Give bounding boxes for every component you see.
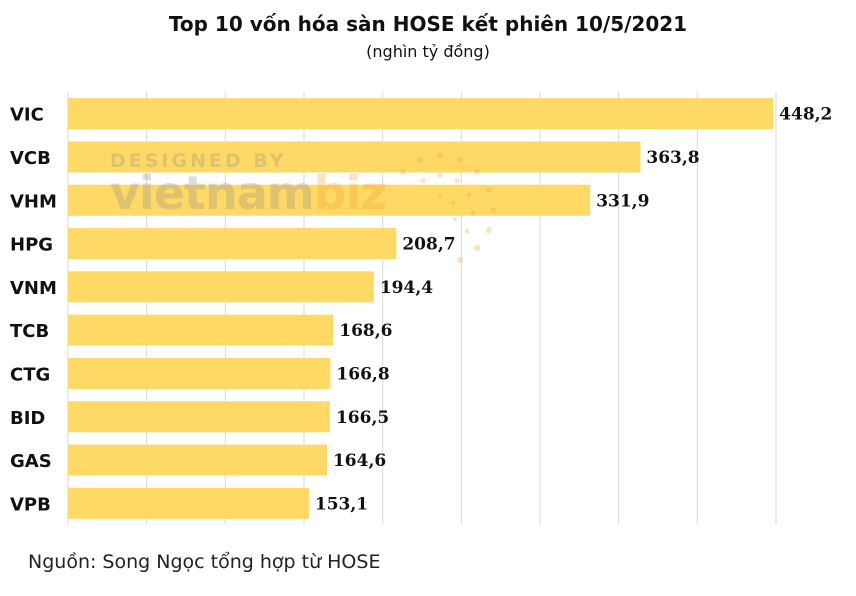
bar-hpg (68, 228, 397, 260)
source-note: Nguồn: Song Ngọc tổng hợp từ HOSE (28, 551, 381, 573)
category-label-vnm: VNM (10, 278, 57, 299)
value-label-vic: 448,2 (779, 105, 832, 125)
category-label-bid: BID (10, 408, 45, 429)
bar-vnm (68, 271, 374, 303)
bar-vic (68, 98, 774, 130)
bar-bid (68, 401, 330, 433)
value-label-gas: 164,6 (333, 451, 386, 471)
value-label-vcb: 363,8 (646, 148, 699, 168)
category-label-vcb: VCB (10, 148, 51, 169)
value-label-vpb: 153,1 (315, 494, 368, 514)
chart-title: Top 10 vốn hóa sàn HOSE kết phiên 10/5/2… (168, 12, 688, 36)
value-label-tcb: 168,6 (339, 321, 392, 341)
category-label-vhm: VHM (10, 191, 57, 212)
category-label-vic: VIC (10, 105, 44, 126)
bar-vpb (68, 487, 309, 519)
value-label-bid: 166,5 (336, 408, 389, 428)
category-label-hpg: HPG (10, 235, 53, 256)
bar-tcb (68, 314, 334, 346)
value-label-vnm: 194,4 (380, 278, 433, 298)
value-label-vhm: 331,9 (596, 191, 649, 211)
bar-chart: VIC 448,2 VCB 363,8 VHM 331,9 HPG 208,7 VNM 194,4… (10, 92, 832, 525)
category-label-gas: GAS (10, 451, 52, 472)
category-label-tcb: TCB (10, 321, 49, 342)
value-label-hpg: 208,7 (402, 235, 455, 255)
bar-vhm (68, 184, 591, 216)
bar-vcb (68, 141, 641, 173)
bar-ctg (68, 357, 331, 389)
bar-gas (68, 444, 327, 476)
chart-subtitle: (nghìn tỷ đồng) (366, 42, 490, 61)
category-label-ctg: CTG (10, 364, 50, 385)
value-label-ctg: 166,8 (336, 364, 389, 384)
category-label-vpb: VPB (10, 494, 51, 515)
